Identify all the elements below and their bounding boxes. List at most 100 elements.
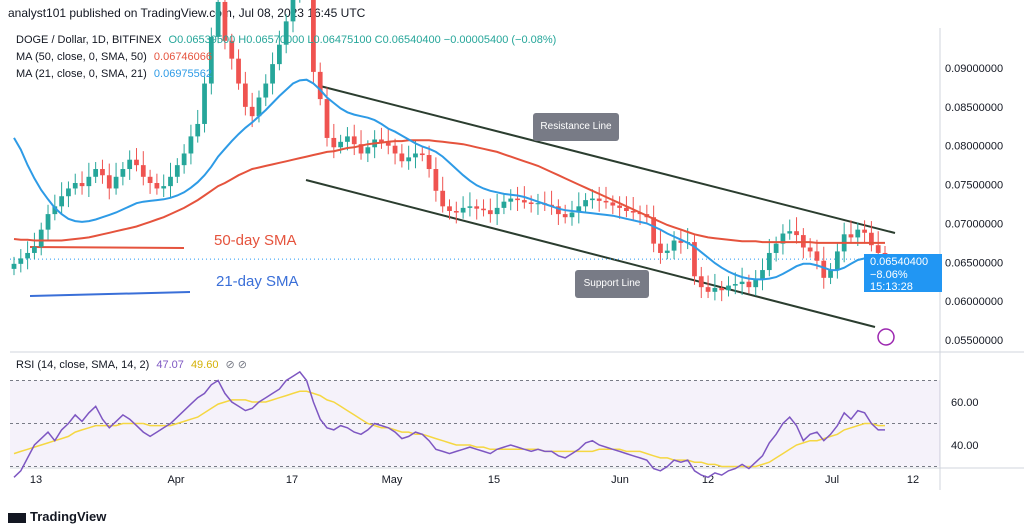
candle-body: [712, 287, 718, 292]
candle-body: [746, 281, 752, 288]
candle-body: [59, 196, 65, 207]
candle-body: [45, 214, 51, 230]
legend-ma21-row: MA (21, close, 0, SMA, 21) 0.06975562: [16, 68, 212, 80]
candle-body: [134, 159, 139, 166]
candle-body: [106, 175, 112, 189]
candle-body: [603, 200, 609, 203]
candle-body: [399, 153, 405, 162]
candle-body: [86, 176, 92, 187]
resistance-line: [319, 85, 896, 234]
candle-body: [501, 201, 507, 208]
candle-body: [202, 83, 207, 124]
candle-body: [290, 0, 296, 22]
candle-body: [460, 207, 466, 213]
tradingview-logo[interactable]: TradingView: [8, 509, 106, 524]
candle-body: [338, 141, 344, 148]
candle-body: [270, 64, 275, 84]
candle-body: [311, 0, 316, 72]
bar-countdown: 15:13:28: [870, 281, 913, 293]
rsi-label[interactable]: RSI (14, close, SMA, 14, 2): [16, 359, 150, 371]
candle-body: [535, 203, 541, 205]
resistance-callout: Resistance Line: [533, 113, 619, 141]
candle-body: [576, 206, 582, 213]
ma21-label[interactable]: MA (21, close, 0, SMA, 21): [16, 68, 147, 80]
price-change: −8.06%: [870, 268, 908, 281]
time-tick-label: Apr: [167, 474, 184, 486]
price-tick-label: 0.05500000: [945, 335, 1003, 347]
candle-body: [875, 245, 881, 253]
candle-body: [365, 147, 371, 154]
price-tick-label: 0.06000000: [945, 296, 1003, 308]
candle-body: [215, 1, 221, 37]
candle-body: [18, 258, 24, 264]
candle-body: [154, 183, 160, 189]
ma21-line: [13, 78, 885, 281]
candle-body: [678, 240, 684, 243]
candle-body: [433, 169, 439, 191]
candle-body: [208, 36, 214, 84]
candle-body: [392, 145, 398, 154]
rsi-sma-value: 49.60: [190, 359, 219, 371]
candle-body: [610, 202, 616, 206]
candle-body: [855, 229, 861, 238]
candle-body: [692, 242, 697, 277]
price-tick-label: 0.07500000: [945, 180, 1003, 192]
price-tick-label: 0.08000000: [945, 141, 1003, 153]
candle-body: [487, 210, 493, 215]
legend-main-row: DOGE / Dollar, 1D, BITFINEX O0.06539500 …: [16, 34, 556, 46]
candle-body: [862, 229, 867, 233]
candle-body: [494, 207, 500, 215]
candle-body: [753, 279, 759, 288]
candle-body: [583, 200, 588, 207]
candle-body: [739, 281, 745, 285]
candle-body: [324, 99, 330, 138]
candle-body: [814, 251, 820, 261]
candle-body: [195, 123, 201, 137]
candle-body: [698, 276, 704, 288]
candle-body: [147, 176, 153, 184]
candle-body: [413, 153, 418, 158]
sma21-annotation: 21-day SMA: [216, 273, 299, 290]
sma21-marker-line: [29, 291, 191, 297]
candle-body: [140, 165, 146, 177]
candle-body: [617, 205, 622, 208]
candle-body: [671, 240, 677, 251]
ohlc-values: O0.06539500 H0.06570000 L0.06475100 C0.0…: [168, 34, 557, 46]
candle-body: [249, 106, 255, 117]
candle-body: [379, 139, 384, 143]
visibility-icon[interactable]: ⊘ ⊘: [225, 359, 248, 371]
candle-body: [447, 206, 452, 211]
candle-body: [453, 210, 459, 213]
candle-body: [181, 153, 187, 166]
candle-body: [869, 232, 874, 246]
candle-body: [351, 136, 357, 145]
symbol-label[interactable]: DOGE / Dollar, 1D, BITFINEX: [16, 34, 162, 46]
current-price-box: 0.06540400 −8.06% 15:13:28: [864, 254, 942, 293]
price-tick-label: 0.07000000: [945, 218, 1003, 230]
alert-bolt-icon: [877, 328, 895, 346]
candle-body: [590, 198, 595, 201]
candle-body: [426, 155, 432, 170]
sma50-marker-line: [29, 246, 185, 249]
price-tick-label: 0.06500000: [945, 257, 1003, 269]
candle-body: [773, 243, 779, 253]
candle-body: [481, 208, 486, 211]
brand-text: TradingView: [30, 509, 107, 524]
rsi-value: 47.07: [156, 359, 184, 371]
time-tick-label: 15: [488, 474, 500, 486]
ma50-label[interactable]: MA (50, close, 0, SMA, 50): [16, 51, 147, 63]
publish-header: analyst101 published on TradingView.com,…: [8, 6, 366, 20]
sma50-annotation: 50-day SMA: [214, 232, 297, 249]
candle-body: [766, 252, 772, 271]
candle-body: [569, 212, 575, 218]
candle-body: [821, 260, 827, 278]
candle-body: [263, 83, 269, 98]
candle-body: [161, 186, 167, 189]
candle-body: [651, 217, 657, 244]
candle-body: [419, 153, 425, 156]
candle-body: [79, 183, 85, 187]
candle-body: [787, 231, 793, 234]
time-tick-label: 17: [286, 474, 298, 486]
candle-body: [11, 263, 17, 269]
